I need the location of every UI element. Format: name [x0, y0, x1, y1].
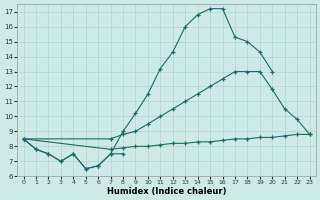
X-axis label: Humidex (Indice chaleur): Humidex (Indice chaleur) — [107, 187, 226, 196]
